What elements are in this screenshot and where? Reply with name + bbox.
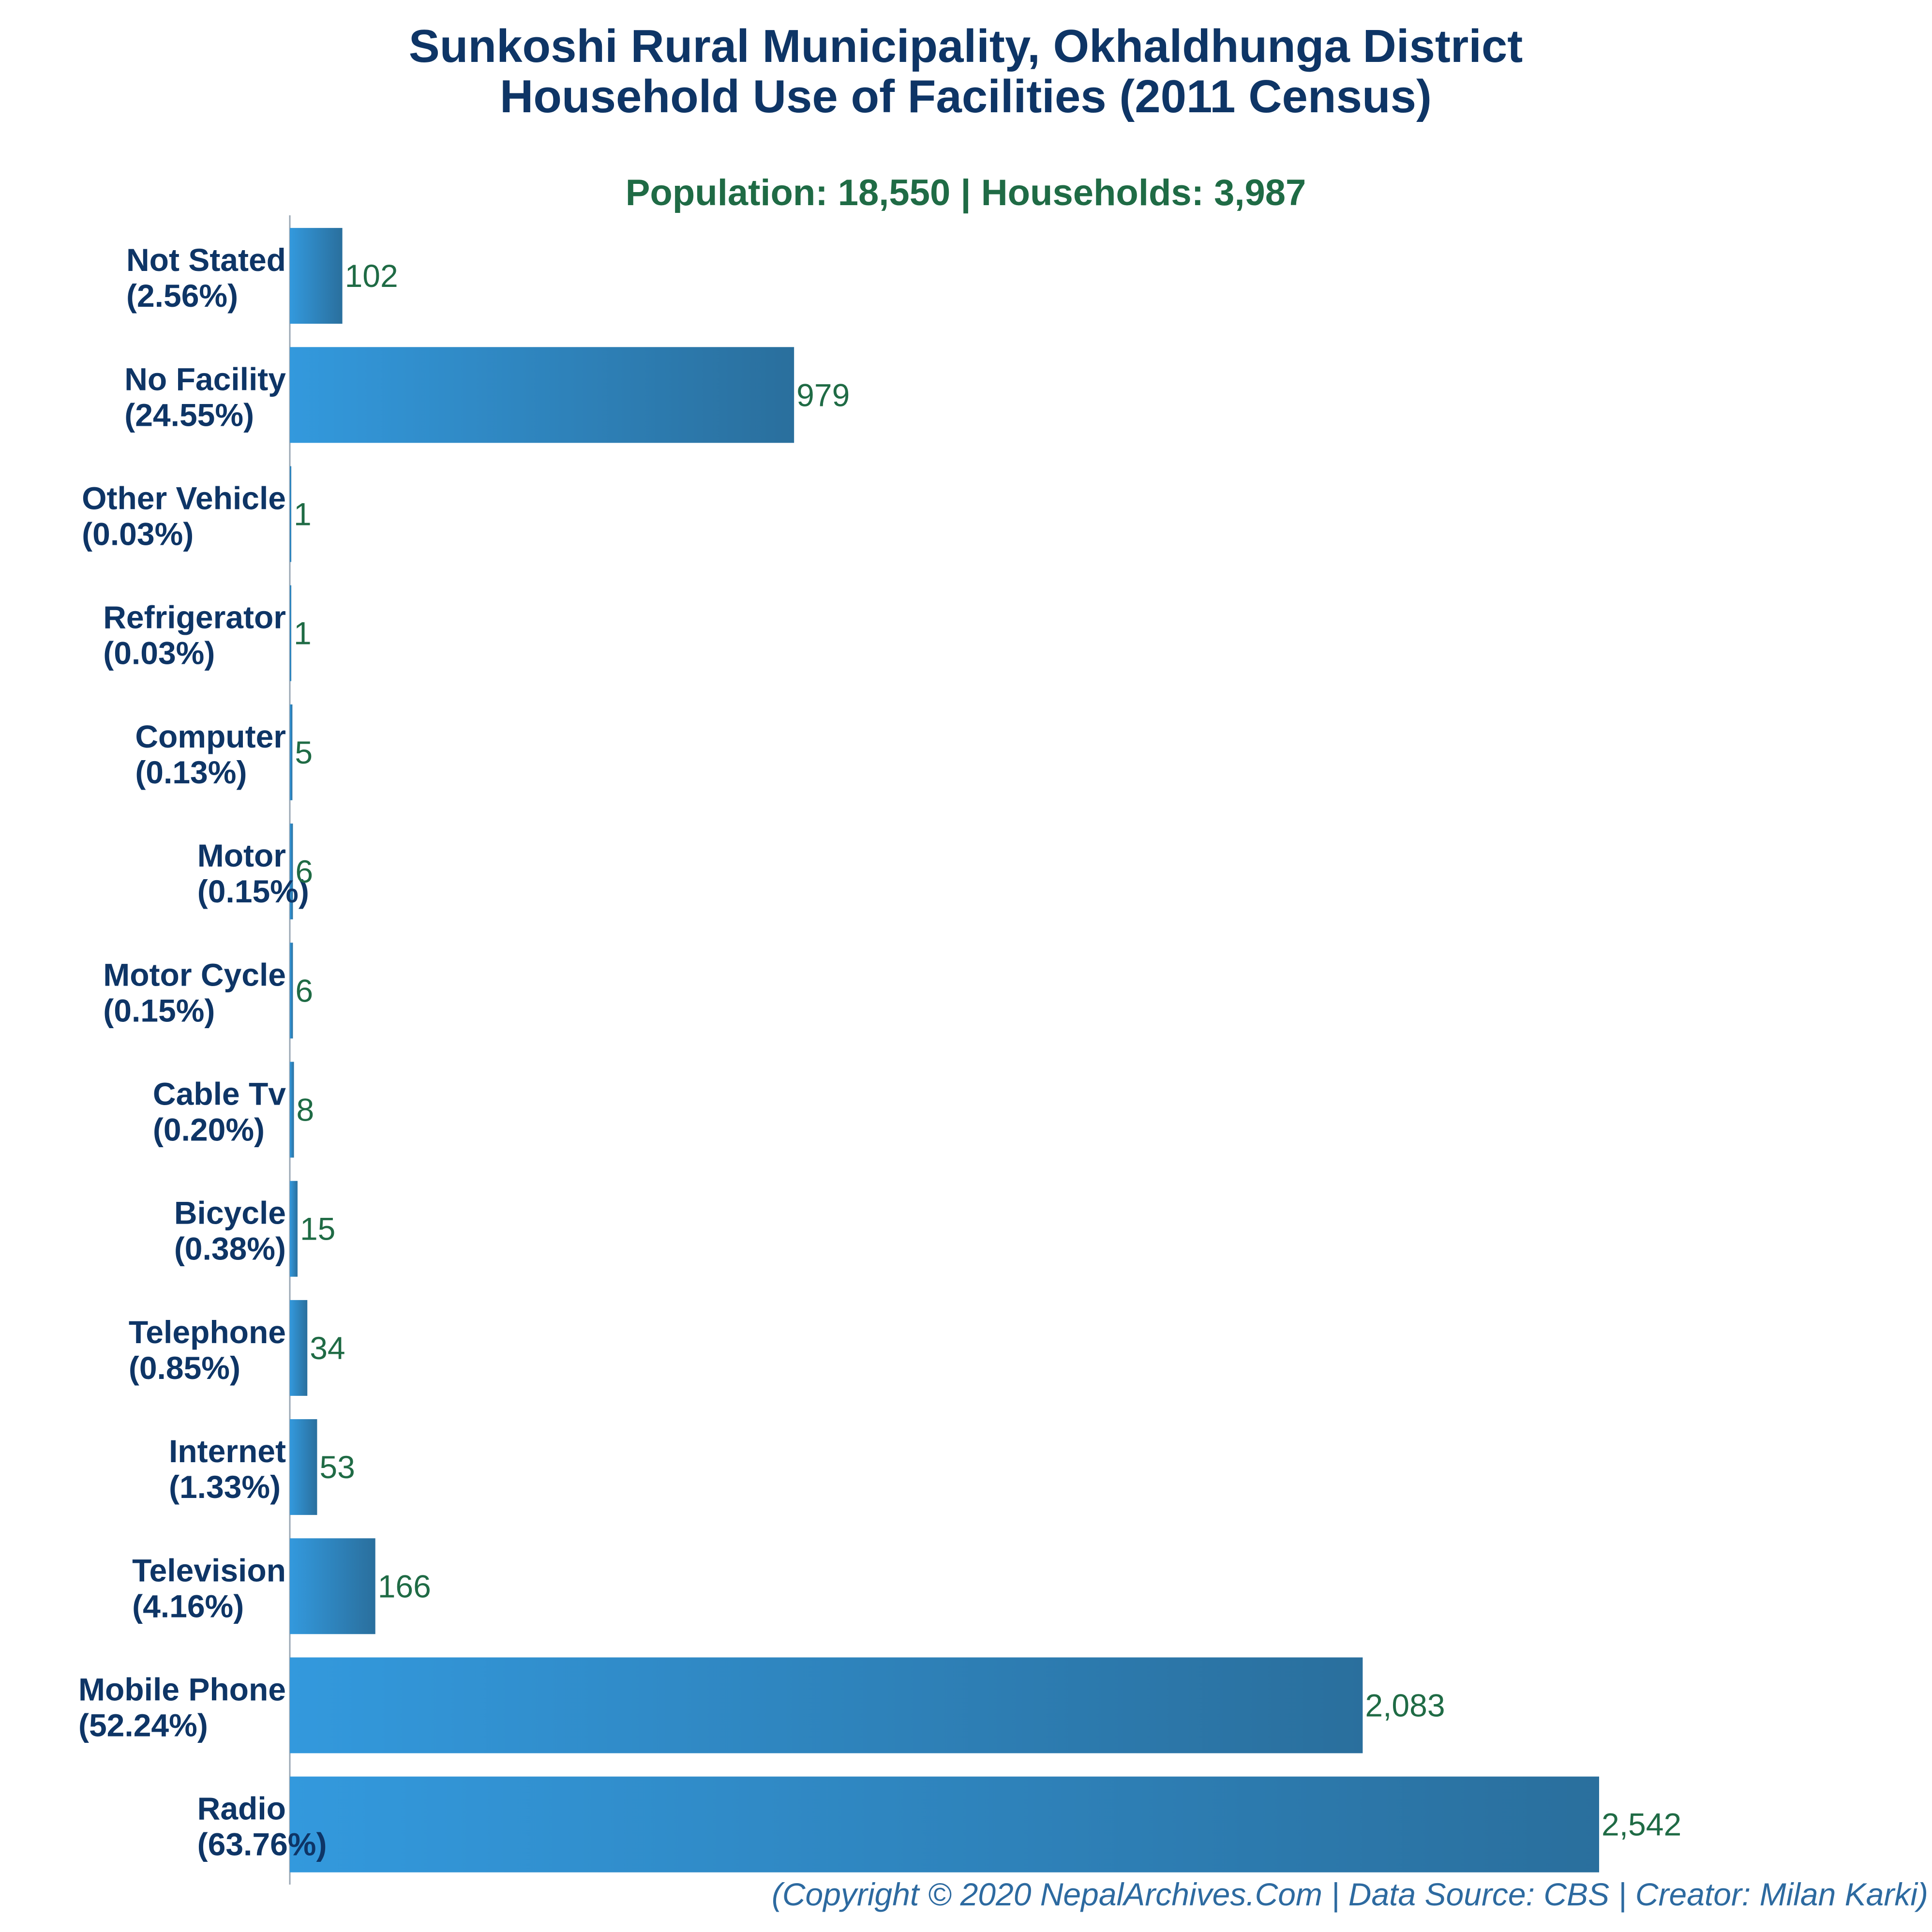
percent-label-refrigerator: (0.03%) [103,635,215,671]
value-label-refrigerator: 1 [294,615,312,651]
bars-group [290,228,1599,1872]
percent-label-other-vehicle: (0.03%) [82,516,194,552]
percent-label-no-facility: (24.55%) [124,397,254,433]
bar-refrigerator [290,585,291,681]
percent-label-radio: (63.76%) [197,1827,327,1862]
value-label-bicycle: 15 [300,1211,335,1247]
value-label-internet: 53 [319,1449,355,1485]
bar-internet [290,1419,317,1515]
bar-telephone [290,1300,308,1396]
bar-mobile-phone [290,1657,1363,1753]
bar-radio [290,1776,1599,1872]
percent-label-not-stated: (2.56%) [126,278,238,314]
value-label-radio: 2,542 [1602,1807,1681,1842]
value-label-motor-cycle: 6 [295,973,313,1008]
bar-cable-tv [290,1062,294,1158]
bar-no-facility [290,347,794,443]
category-label-telephone: Telephone [129,1314,286,1350]
value-label-television: 166 [378,1568,431,1604]
value-label-no-facility: 979 [796,377,850,413]
bar-television [290,1538,375,1634]
chart-subtitle: Population: 18,550 | Households: 3,987 [626,172,1306,214]
category-label-mobile-phone: Mobile Phone [78,1672,286,1707]
value-label-not-stated: 102 [345,258,398,294]
chart-title-line2: Household Use of Facilities (2011 Census… [500,71,1432,122]
percent-label-bicycle: (0.38%) [174,1231,286,1267]
percent-label-computer: (0.13%) [135,754,247,790]
category-label-motor: Motor [197,838,286,873]
category-label-internet: Internet [169,1433,286,1469]
chart-title: Sunkoshi Rural Municipality, Okhaldhunga… [409,20,1523,72]
value-label-cable-tv: 8 [297,1092,315,1128]
bar-not-stated [290,228,343,324]
category-label-refrigerator: Refrigerator [103,599,286,635]
percent-label-telephone: (0.85%) [129,1350,240,1386]
value-label-motor: 6 [295,854,313,889]
footer-credit: (Copyright © 2020 NepalArchives.Com | Da… [772,1876,1928,1913]
category-label-no-facility: No Facility [124,361,286,397]
bar-motor [290,824,293,920]
category-label-radio: Radio [197,1791,286,1827]
category-label-cable-tv: Cable Tv [153,1076,286,1112]
percent-label-motor-cycle: (0.15%) [103,992,215,1028]
percent-label-cable-tv: (0.20%) [153,1112,265,1148]
category-label-bicycle: Bicycle [174,1195,286,1231]
value-label-computer: 5 [295,734,313,770]
category-label-television: Television [132,1552,286,1588]
category-label-other-vehicle: Other Vehicle [82,480,286,516]
category-labels-group: Not Stated(2.56%) No Facility(24.55%) Othe… [78,242,327,1862]
category-label-motor-cycle: Motor Cycle [103,957,286,992]
value-label-mobile-phone: 2,083 [1365,1688,1445,1723]
percent-label-internet: (1.33%) [169,1469,281,1505]
category-label-not-stated: Not Stated [126,242,286,278]
percent-label-mobile-phone: (52.24%) [78,1707,208,1743]
percent-label-motor: (0.15%) [197,873,309,909]
bar-bicycle [290,1181,298,1277]
percent-label-television: (4.16%) [132,1588,244,1624]
value-label-other-vehicle: 1 [294,496,312,532]
bar-computer [290,704,293,800]
category-label-computer: Computer [135,719,286,754]
bar-other-vehicle [290,466,291,562]
bar-motor-cycle [290,943,293,1039]
value-label-telephone: 34 [310,1330,345,1366]
